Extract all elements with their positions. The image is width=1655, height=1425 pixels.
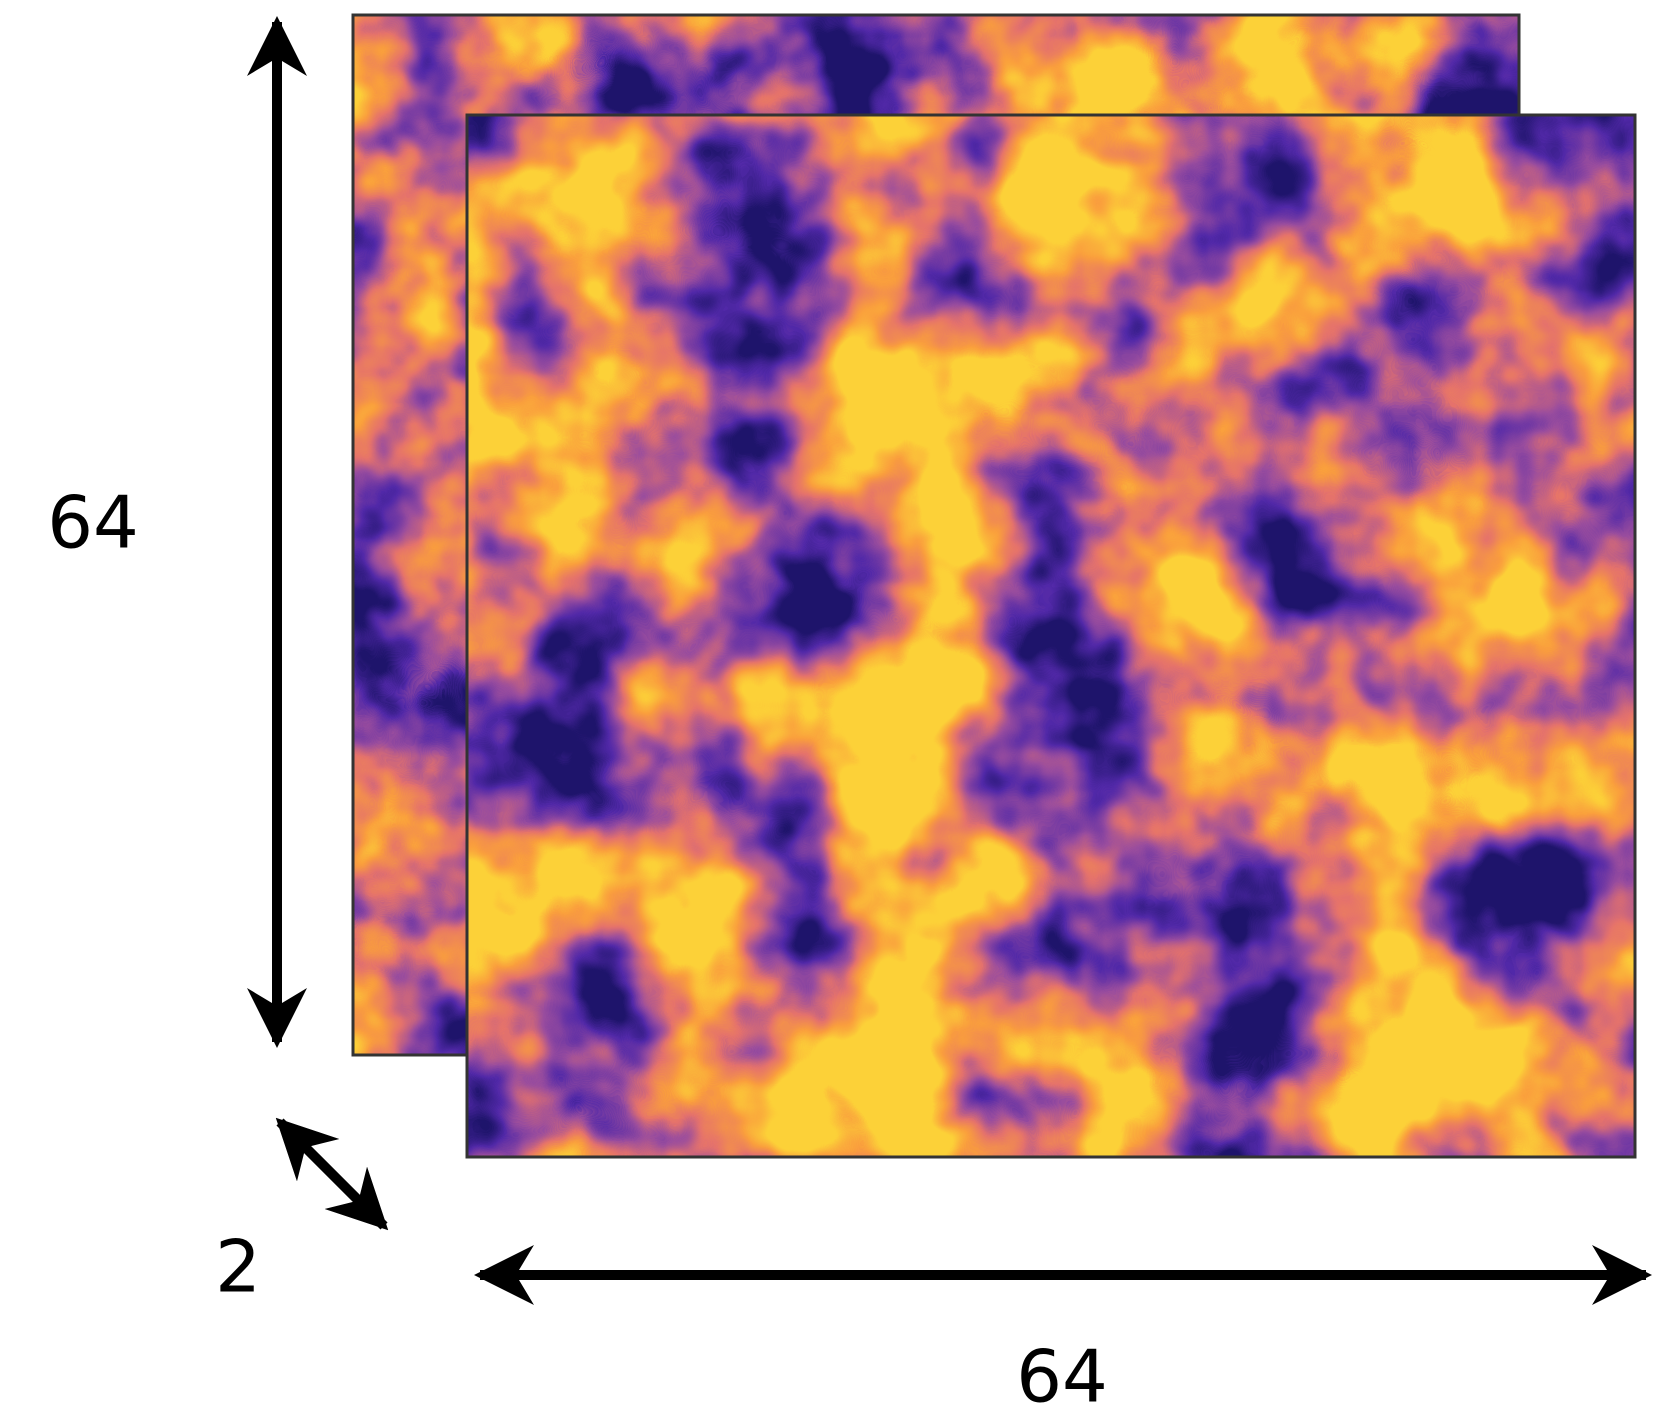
channels-label: 2 [215, 1225, 261, 1309]
height-label: 64 [47, 481, 139, 565]
channel-arrow [280, 1122, 384, 1226]
page: 64 2 64 (() => { const data = JSON.parse… [0, 0, 1655, 1421]
feature-map-front [467, 115, 1635, 1157]
width-label: 64 [1016, 1335, 1108, 1419]
diagram: 64 2 64 [0, 0, 1655, 1421]
